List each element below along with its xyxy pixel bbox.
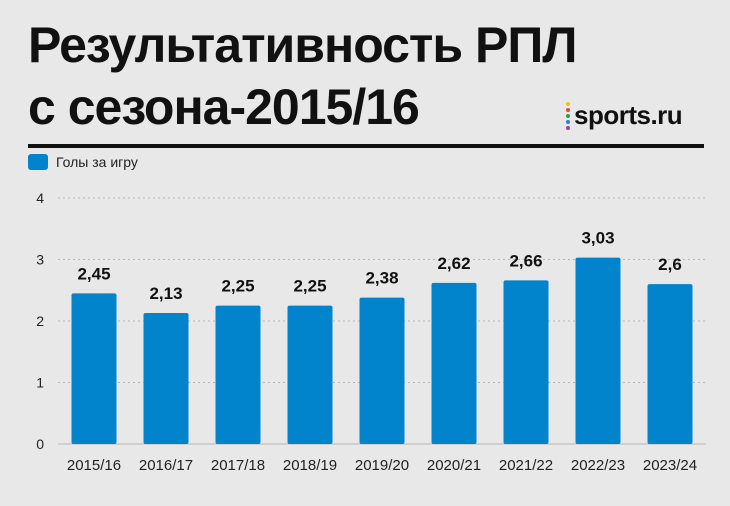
x-tick-label: 2021/22: [499, 457, 553, 474]
logo-text: sports.ru: [574, 100, 683, 130]
y-tick-label: 3: [36, 252, 44, 268]
value-label: 2,13: [149, 284, 182, 303]
logo-dots-icon: [566, 101, 570, 130]
legend-swatch: [28, 154, 48, 170]
y-tick-label: 2: [36, 313, 44, 329]
legend-label: Голы за игру: [56, 154, 138, 170]
logo-dot: [566, 107, 570, 112]
value-label: 2,66: [509, 251, 542, 270]
value-label: 2,25: [221, 277, 254, 296]
logo-dot: [566, 113, 570, 118]
value-label: 2,45: [77, 264, 110, 283]
logo-dot: [566, 125, 570, 130]
bar: [647, 284, 693, 444]
x-tick-label: 2018/19: [283, 457, 337, 474]
bar: [287, 305, 333, 444]
value-label: 3,03: [581, 229, 614, 248]
x-tick-label: 2017/18: [211, 457, 265, 474]
bar: [431, 282, 477, 444]
bar: [143, 313, 189, 444]
y-tick-label: 4: [36, 190, 44, 206]
title-divider: [28, 144, 704, 148]
legend: Голы за игру: [28, 154, 138, 170]
value-label: 2,38: [365, 269, 398, 288]
value-label: 2,6: [658, 255, 682, 274]
value-label: 2,25: [293, 277, 326, 296]
y-tick-label: 1: [36, 375, 44, 391]
sports-ru-logo: sports.ru: [566, 100, 683, 131]
bar: [503, 280, 549, 444]
x-tick-label: 2016/17: [139, 457, 193, 474]
bar: [359, 297, 405, 444]
value-label: 2,62: [437, 254, 470, 273]
bar: [71, 293, 117, 444]
title-line-1: Результативность РПЛ: [28, 17, 577, 73]
title-line-2: с сезона-2015/16: [28, 79, 420, 135]
x-tick-label: 2023/24: [643, 457, 697, 474]
x-tick-label: 2015/16: [67, 457, 121, 474]
logo-dot: [566, 101, 570, 106]
x-tick-label: 2020/21: [427, 457, 481, 474]
chart-title: Результативность РПЛ с сезона-2015/16: [28, 14, 577, 138]
x-tick-label: 2022/23: [571, 457, 625, 474]
y-tick-label: 0: [36, 436, 44, 452]
bar: [215, 305, 261, 444]
logo-dot: [566, 119, 570, 124]
bar: [575, 257, 621, 444]
x-tick-label: 2019/20: [355, 457, 409, 474]
